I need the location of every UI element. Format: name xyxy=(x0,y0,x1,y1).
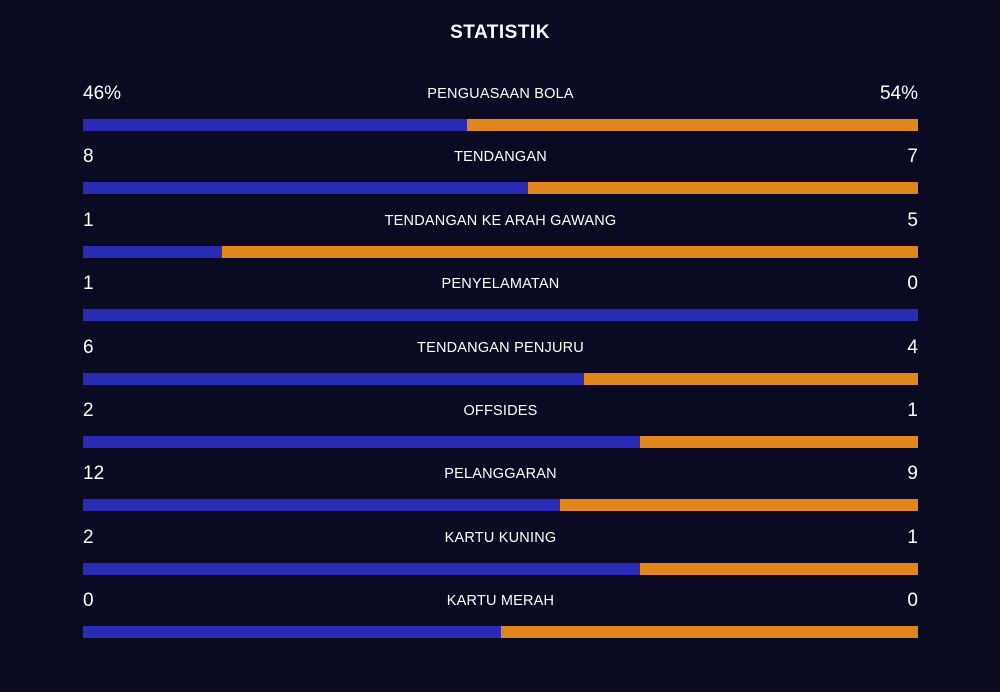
home-value: 46% xyxy=(83,83,122,104)
away-bar-fill xyxy=(639,435,918,448)
away-value: 5 xyxy=(907,209,918,231)
stat-label: PENGUASAAN BOLA xyxy=(427,86,574,102)
stat-comparison-bar xyxy=(83,499,918,512)
stat-comparison-bar xyxy=(83,182,918,195)
away-bar-fill xyxy=(528,182,918,195)
stat-row: 6 TENDANGAN PENJURU 4 xyxy=(83,334,918,397)
home-bar-fill xyxy=(83,119,468,131)
home-bar-fill xyxy=(83,626,501,639)
home-value: 1 xyxy=(83,209,94,231)
stat-comparison-bar xyxy=(83,119,918,131)
stat-comparison-bar xyxy=(83,626,918,639)
away-bar-fill xyxy=(222,245,918,258)
stats-list: 46% PENGUASAAN BOLA 54% 8 TENDANGAN 7 1 TENDANG… xyxy=(83,80,918,651)
away-bar-fill xyxy=(560,499,918,512)
stat-label: PELANGGARAN xyxy=(444,466,557,483)
stat-label: TENDANGAN xyxy=(454,149,547,166)
stat-row: 1 TENDANGAN KE ARAH GAWANG 5 xyxy=(83,207,918,270)
stat-comparison-bar xyxy=(83,245,918,258)
home-value: 0 xyxy=(83,590,94,612)
stat-label: TENDANGAN PENJURU xyxy=(417,339,584,356)
stat-comparison-bar xyxy=(83,372,918,385)
home-value: 2 xyxy=(83,526,94,548)
stat-label: OFFSIDES xyxy=(463,402,538,419)
away-bar-fill xyxy=(639,562,918,575)
stat-row: 12 PELANGGARAN 9 xyxy=(83,460,918,523)
home-bar-fill xyxy=(83,562,640,575)
away-value: 1 xyxy=(907,526,918,548)
away-value: 9 xyxy=(907,463,918,485)
stat-comparison-bar xyxy=(83,435,918,448)
away-value: 0 xyxy=(907,273,918,295)
home-value: 8 xyxy=(83,146,94,168)
away-value: 7 xyxy=(907,146,918,168)
home-bar-fill xyxy=(83,435,640,448)
stats-title: STATISTIK xyxy=(450,22,550,43)
away-value: 4 xyxy=(907,336,918,358)
stat-label: PENYELAMATAN xyxy=(441,276,560,293)
stat-comparison-bar xyxy=(83,309,918,322)
home-bar-fill xyxy=(83,372,584,385)
home-bar-fill xyxy=(83,182,529,195)
home-bar-fill xyxy=(83,499,561,512)
stat-row: 2 KARTU KUNING 1 xyxy=(83,524,918,587)
away-value: 0 xyxy=(907,590,918,612)
stat-row: 8 TENDANGAN 7 xyxy=(83,143,918,206)
home-value: 1 xyxy=(83,273,94,295)
stat-comparison-bar xyxy=(83,562,918,575)
home-value: 2 xyxy=(83,399,94,421)
stat-label: KARTU KUNING xyxy=(444,529,557,546)
stat-label: TENDANGAN KE ARAH GAWANG xyxy=(384,212,617,229)
stat-label: KARTU MERAH xyxy=(446,593,555,610)
home-bar-fill xyxy=(83,309,918,322)
away-bar-fill xyxy=(467,119,918,131)
home-bar-fill xyxy=(83,245,223,258)
away-value: 1 xyxy=(907,399,918,421)
home-value: 12 xyxy=(83,463,105,485)
stat-row: 2 OFFSIDES 1 xyxy=(83,397,918,460)
stat-row: 1 PENYELAMATAN 0 xyxy=(83,270,918,333)
away-bar-fill xyxy=(500,626,918,639)
away-bar-fill xyxy=(584,372,918,385)
away-value: 54% xyxy=(879,83,918,104)
stat-row: 0 KARTU MERAH 0 xyxy=(83,587,918,650)
stat-row: 46% PENGUASAAN BOLA 54% xyxy=(83,80,918,143)
home-value: 6 xyxy=(83,336,94,358)
